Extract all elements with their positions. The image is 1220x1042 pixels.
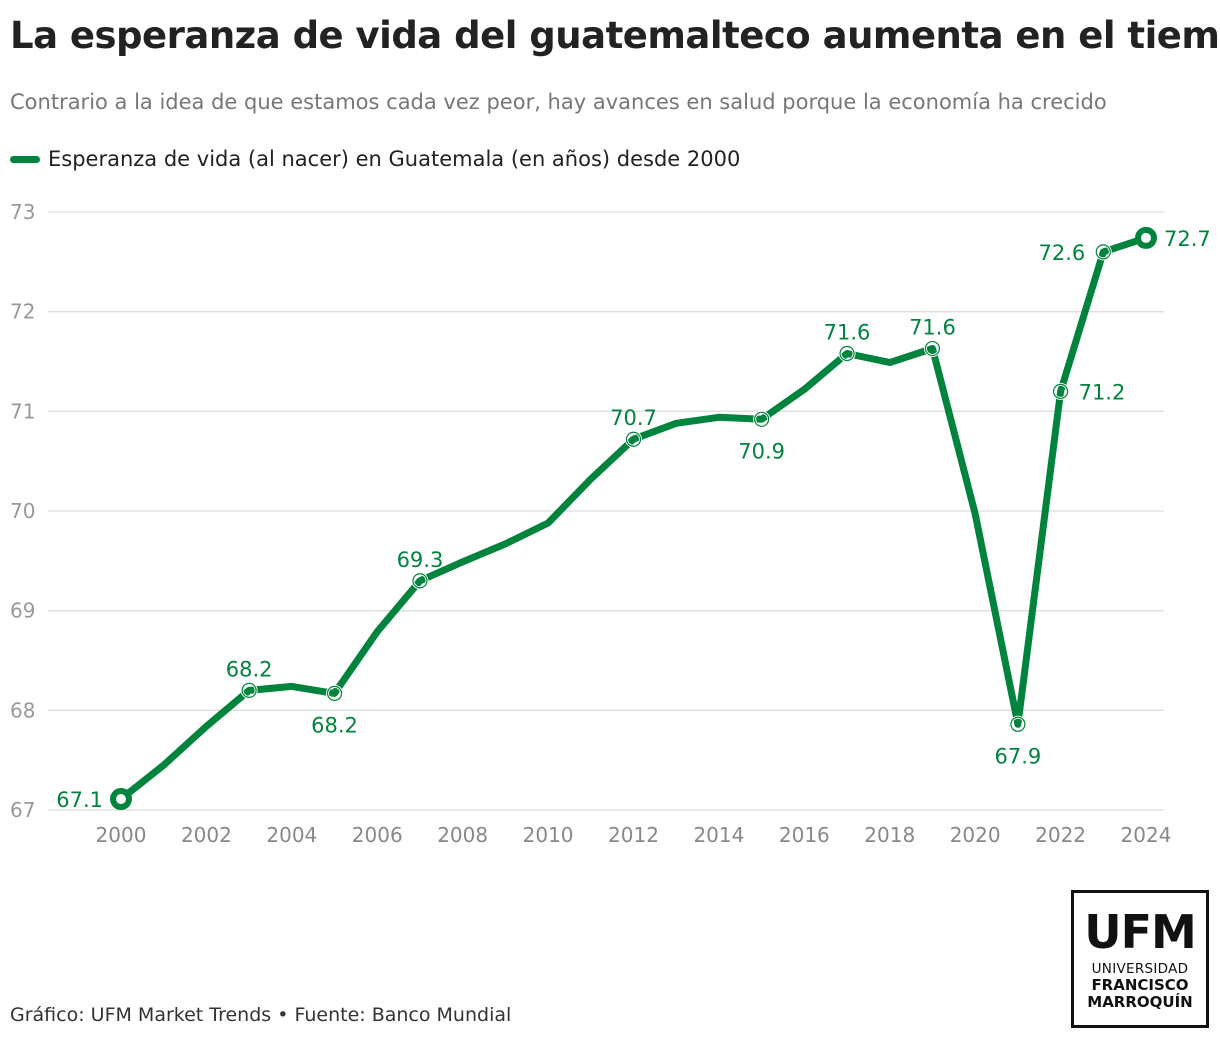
x-tick-label: 2008 <box>437 823 488 847</box>
endpoint-marker <box>1135 226 1157 249</box>
legend: Esperanza de vida (al nacer) en Guatemal… <box>10 144 740 174</box>
chart-subtitle: Contrario a la idea de que estamos cada … <box>10 90 1107 114</box>
series-line <box>117 234 1150 803</box>
data-label: 71.2 <box>1079 380 1126 404</box>
point-marker <box>241 682 257 698</box>
data-label: 71.6 <box>824 321 871 345</box>
line-chart: 67 68 69 70 71 72 73 2000 2002 2004 2006 2008 2010 20… <box>10 200 1211 847</box>
y-tick-label: 69 <box>10 599 35 623</box>
point-marker <box>1052 383 1069 399</box>
y-tick-label: 67 <box>10 798 35 822</box>
y-tick-label: 68 <box>10 698 35 722</box>
x-tick-label: 2022 <box>1035 823 1086 847</box>
point-marker <box>1095 244 1111 260</box>
point-marker <box>625 431 642 447</box>
data-label: 71.6 <box>909 316 956 340</box>
x-tick-label: 2006 <box>352 823 403 847</box>
chart-title: La esperanza de vida del guatemalteco au… <box>10 14 1220 57</box>
data-label: 68.2 <box>311 713 358 737</box>
point-marker <box>1010 716 1026 732</box>
endpoint-marker <box>110 788 132 811</box>
x-tick-label: 2016 <box>779 823 830 847</box>
data-label: 72.7 <box>1164 227 1211 251</box>
logo-line-2: FRANCISCO <box>1091 976 1189 994</box>
x-tick-label: 2020 <box>950 823 1001 847</box>
logo-line-1: UNIVERSIDAD <box>1091 961 1189 977</box>
x-tick-label: 2000 <box>96 823 147 847</box>
data-label: 69.3 <box>397 548 444 572</box>
legend-label: Esperanza de vida (al nacer) en Guatemal… <box>48 147 741 171</box>
data-label: 72.6 <box>1039 241 1086 265</box>
data-label: 70.7 <box>610 406 657 430</box>
y-tick-label: 71 <box>10 399 35 423</box>
point-marker <box>754 411 770 427</box>
data-label: 70.9 <box>738 439 785 463</box>
x-tick-label: 2024 <box>1121 823 1172 847</box>
data-label: 68.2 <box>226 657 273 681</box>
point-marker <box>924 340 941 357</box>
ufm-logo: UFM UNIVERSIDAD FRANCISCO MARROQUÍN <box>1071 890 1209 1028</box>
x-tick-label: 2012 <box>608 823 659 847</box>
x-tick-label: 2010 <box>523 823 574 847</box>
data-label: 67.9 <box>994 744 1041 768</box>
logo-line-3: MARROQUÍN <box>1087 993 1193 1011</box>
y-tick-label: 72 <box>10 300 35 324</box>
x-tick-label: 2014 <box>693 823 744 847</box>
point-marker <box>839 345 855 362</box>
point-marker <box>412 573 428 589</box>
data-label: 67.1 <box>56 788 103 812</box>
point-marker <box>326 685 343 701</box>
legend-swatch <box>10 155 40 163</box>
x-tick-label: 2018 <box>864 823 915 847</box>
logo-main-text: UFM <box>1084 905 1197 959</box>
y-tick-label: 73 <box>10 200 35 224</box>
y-tick-label: 70 <box>10 499 35 523</box>
x-tick-label: 2002 <box>181 823 232 847</box>
source-footer: Gráfico: UFM Market Trends • Fuente: Ban… <box>10 1004 512 1026</box>
x-tick-label: 2004 <box>266 823 317 847</box>
